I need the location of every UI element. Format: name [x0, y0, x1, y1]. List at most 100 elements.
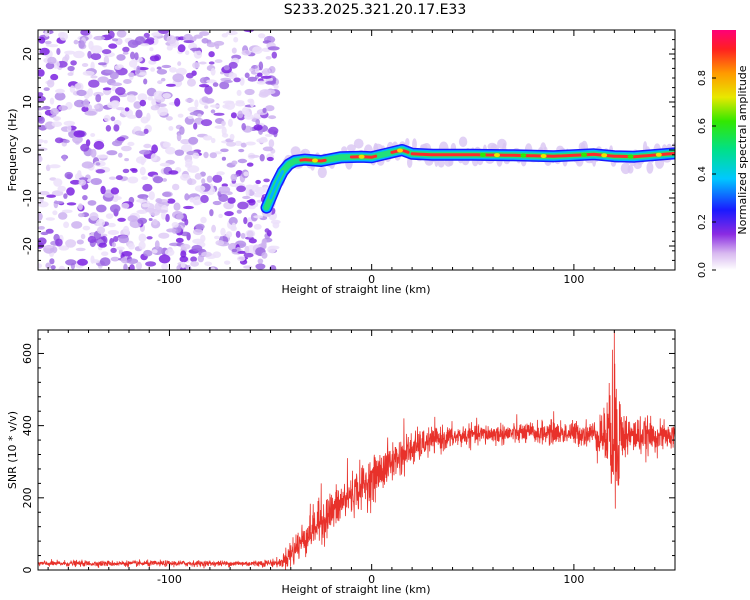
noise-blob [193, 122, 198, 130]
ridge-spot [358, 154, 365, 159]
ridge-spot [520, 153, 527, 158]
noise-blob [255, 119, 260, 126]
noise-blob [245, 141, 256, 146]
noise-blob [221, 156, 226, 161]
noise-blob [243, 171, 249, 177]
noise-blob [39, 47, 50, 56]
noise-blob [247, 98, 254, 104]
noise-blob [187, 115, 194, 120]
noise-blob [90, 45, 103, 54]
noise-blob [183, 205, 194, 210]
noise-blob [143, 32, 150, 39]
noise-blob [53, 178, 63, 187]
noise-blob [112, 197, 119, 202]
noise-blob [69, 85, 76, 93]
noise-blob [243, 217, 248, 225]
noise-blob [80, 143, 90, 152]
noise-blob [49, 97, 55, 105]
noise-blob [93, 35, 106, 41]
noise-blob [66, 125, 72, 133]
noise-blob [73, 50, 85, 59]
noise-blob [247, 221, 253, 228]
noise-blob [159, 162, 171, 167]
noise-blob [40, 231, 49, 236]
noise-blob [146, 112, 151, 122]
noise-blob [230, 112, 237, 119]
noise-blob [103, 114, 111, 122]
noise-blob [193, 50, 203, 59]
noise-blob [143, 143, 152, 149]
noise-blob [179, 126, 185, 135]
noise-blob [215, 240, 225, 246]
x-tick-label: 0 [368, 573, 375, 586]
noise-blob [192, 152, 200, 159]
noise-blob [224, 260, 231, 265]
noise-blob [148, 191, 155, 201]
noise-blob [90, 148, 97, 158]
noise-blob [166, 45, 173, 51]
noise-blob [82, 70, 95, 76]
noise-blob [199, 31, 210, 36]
noise-blob [90, 255, 95, 264]
noise-blob [138, 233, 147, 243]
noise-blob [193, 201, 200, 206]
noise-blob [261, 240, 267, 249]
noise-blob [63, 221, 70, 229]
noise-blob [245, 188, 250, 197]
spectrogram-ylabel: Frequency (Hz) [6, 109, 19, 192]
noise-blob [228, 72, 238, 80]
noise-blob [161, 64, 172, 69]
noise-blob [139, 149, 151, 155]
noise-blob [201, 178, 206, 185]
noise-blob [70, 179, 81, 185]
noise-blob [110, 116, 116, 122]
noise-blob [210, 104, 221, 108]
noise-blob [259, 136, 268, 143]
noise-blob [210, 137, 216, 144]
noise-blob [242, 195, 251, 200]
noise-blob [64, 50, 76, 55]
noise-blob [107, 230, 120, 235]
noise-blob [226, 30, 238, 36]
noise-blob [99, 233, 108, 237]
noise-blob [186, 72, 194, 79]
ridge-spot [397, 148, 403, 153]
y-tick-label: -20 [21, 237, 34, 255]
noise-blob [98, 62, 107, 66]
y-tick-label: 200 [21, 487, 34, 508]
snr-panel: -100 0 100 0 200 400 600 Height of straight li… [6, 329, 676, 596]
noise-blob [65, 259, 77, 266]
noise-blob [248, 198, 256, 206]
ridge-halo [437, 159, 445, 168]
noise-blob [95, 94, 102, 103]
noise-blob [221, 120, 226, 127]
noise-blob [256, 80, 267, 85]
snr-frame [37, 329, 676, 571]
noise-blob [188, 136, 199, 145]
noise-blob [267, 245, 276, 254]
noise-blob [267, 46, 280, 51]
colorbar-tick-label: 0.8 [697, 70, 708, 86]
noise-blob [198, 61, 207, 65]
noise-blob [204, 98, 215, 104]
noise-blob [59, 32, 68, 41]
noise-blob [117, 217, 126, 222]
noise-blob [151, 144, 159, 154]
noise-blob [74, 83, 82, 90]
noise-blob [204, 261, 213, 267]
noise-blob [95, 162, 101, 166]
noise-blob [180, 139, 191, 145]
noise-blob [240, 142, 247, 148]
noise-blob [227, 118, 233, 127]
ridge-halo [458, 136, 468, 148]
noise-blob [225, 231, 233, 238]
noise-blob [73, 39, 79, 45]
noise-blob [235, 230, 241, 238]
noise-blob [236, 209, 242, 214]
noise-blob [118, 152, 123, 158]
noise-blob [197, 113, 202, 118]
noise-blob [208, 51, 215, 58]
noise-blob [48, 164, 61, 169]
